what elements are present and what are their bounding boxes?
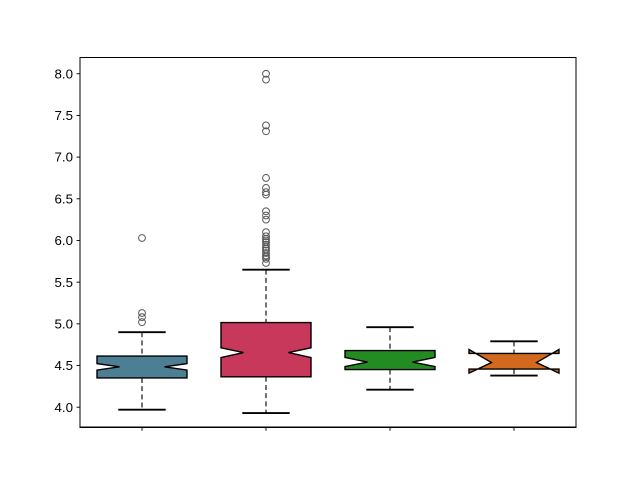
svg-text:8.0: 8.0	[55, 66, 74, 81]
svg-text:7.0: 7.0	[55, 150, 74, 165]
svg-text:4.0: 4.0	[55, 400, 74, 415]
svg-text:6.5: 6.5	[55, 191, 74, 206]
svg-text:7.5: 7.5	[55, 108, 74, 123]
svg-text:5.0: 5.0	[55, 316, 74, 331]
svg-text:6.0: 6.0	[55, 233, 74, 248]
svg-text:4.5: 4.5	[55, 358, 74, 373]
svg-text:5.5: 5.5	[55, 275, 74, 290]
